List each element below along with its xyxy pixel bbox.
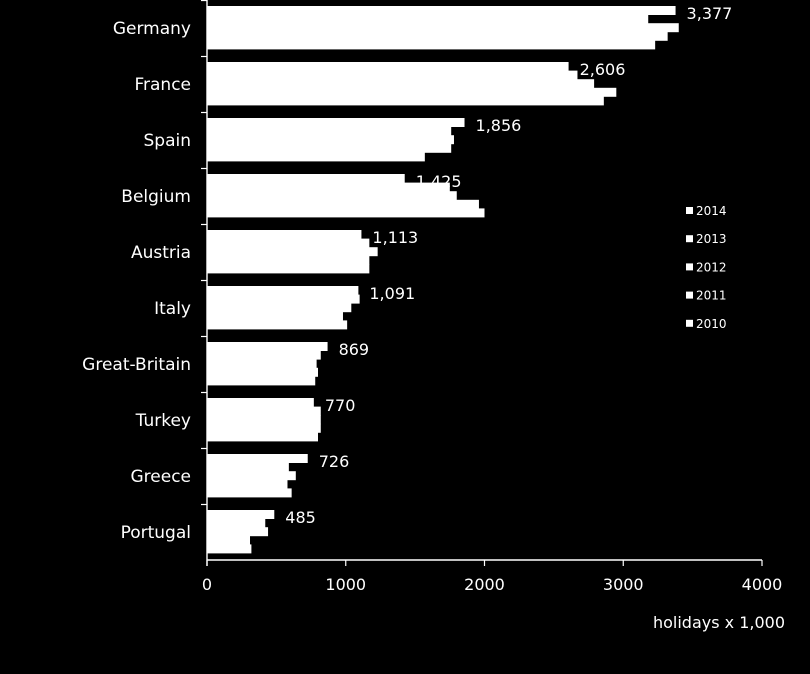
category-label-great-britain: Great-Britain <box>82 355 191 375</box>
bar-portugal-2014 <box>207 510 275 519</box>
bar-spain-2012 <box>207 135 454 145</box>
value-labels-group: 3,377 2,606 1,856 1,425 1,113 1,091 869 770 726 4… <box>285 4 732 527</box>
bar-italy-2011 <box>207 311 343 321</box>
bar-great-britain-2013 <box>207 350 321 360</box>
bar-spain-2010 <box>207 152 425 162</box>
x-tick-label: 0 <box>202 575 212 594</box>
value-label-germany: 3,377 <box>687 4 733 23</box>
bar-france-2011 <box>207 87 617 97</box>
category-label-italy: Italy <box>154 299 191 319</box>
value-label-france: 2,606 <box>580 60 626 79</box>
x-tick-label: 1000 <box>325 575 366 594</box>
legend-label-2010: 2010 <box>696 317 727 331</box>
bar-greece-2011 <box>207 479 288 489</box>
bar-portugal-2012 <box>207 527 269 537</box>
legend-swatch-2013 <box>686 235 693 243</box>
bar-austria-2014 <box>207 230 362 239</box>
bar-belgium-2013 <box>207 182 450 192</box>
bar-italy-2014 <box>207 286 359 295</box>
bar-portugal-2011 <box>207 535 251 545</box>
bar-france-2013 <box>207 70 578 80</box>
bar-turkey-2013 <box>207 406 321 416</box>
axes-group <box>201 0 763 566</box>
legend-swatch-2014 <box>686 207 693 214</box>
legend-label-2014: 2014 <box>696 204 727 218</box>
x-tick-label: 2000 <box>464 575 505 594</box>
legend-label-2011: 2011 <box>696 289 727 303</box>
bar-austria-2011 <box>207 255 370 265</box>
bar-germany-2012 <box>207 23 679 33</box>
bar-great-britain-2014 <box>207 342 328 351</box>
bar-greece-2013 <box>207 462 289 472</box>
bar-portugal-2013 <box>207 518 266 528</box>
x-axis-title: holidays x 1,000 <box>653 613 785 632</box>
value-label-spain: 1,856 <box>476 116 522 135</box>
bar-germany-2010 <box>207 40 656 50</box>
category-label-germany: Germany <box>113 19 191 39</box>
bar-spain-2014 <box>207 118 465 127</box>
bar-turkey-2010 <box>207 432 318 442</box>
bar-italy-2012 <box>207 303 352 313</box>
value-label-belgium: 1,425 <box>416 172 462 191</box>
bar-belgium-2014 <box>207 174 405 183</box>
bar-portugal-2010 <box>207 544 252 554</box>
bar-germany-2014 <box>207 6 676 15</box>
value-label-great-britain: 869 <box>339 340 370 359</box>
bar-austria-2010 <box>207 264 370 274</box>
bar-austria-2012 <box>207 247 378 257</box>
category-label-greece: Greece <box>130 467 191 487</box>
bar-austria-2013 <box>207 238 370 248</box>
category-label-turkey: Turkey <box>135 411 191 431</box>
value-label-greece: 726 <box>319 452 350 471</box>
bar-belgium-2011 <box>207 199 479 209</box>
bar-turkey-2014 <box>207 398 314 407</box>
category-label-austria: Austria <box>131 243 191 263</box>
bars-group <box>207 6 679 554</box>
bar-germany-2013 <box>207 14 649 24</box>
bar-spain-2011 <box>207 143 452 153</box>
bar-italy-2013 <box>207 294 360 304</box>
bar-germany-2011 <box>207 31 668 41</box>
bar-france-2010 <box>207 96 604 106</box>
bar-belgium-2012 <box>207 191 457 201</box>
category-label-belgium: Belgium <box>121 187 191 207</box>
x-tick-labels-group: 0 1000 2000 3000 4000 <box>202 575 782 594</box>
bar-greece-2010 <box>207 488 292 498</box>
legend-label-2013: 2013 <box>696 232 727 246</box>
legend-swatch-2012 <box>686 263 693 271</box>
bar-great-britain-2012 <box>207 359 317 369</box>
bar-greece-2012 <box>207 471 296 481</box>
legend-swatch-2010 <box>686 319 693 327</box>
bar-great-britain-2011 <box>207 367 318 377</box>
category-label-portugal: Portugal <box>121 523 191 543</box>
legend: 2014 2013 2012 2011 2010 <box>686 204 727 331</box>
x-tick-label: 3000 <box>603 575 644 594</box>
category-label-spain: Spain <box>144 131 192 151</box>
bar-great-britain-2010 <box>207 376 316 386</box>
value-label-austria: 1,113 <box>372 228 418 247</box>
category-label-france: France <box>134 75 191 95</box>
value-label-turkey: 770 <box>325 396 356 415</box>
value-label-italy: 1,091 <box>369 284 415 303</box>
bar-turkey-2011 <box>207 423 321 433</box>
bar-france-2012 <box>207 79 595 89</box>
legend-swatch-2011 <box>686 291 693 299</box>
bar-turkey-2012 <box>207 415 321 425</box>
bar-italy-2010 <box>207 320 348 330</box>
value-label-portugal: 485 <box>285 508 316 527</box>
legend-label-2012: 2012 <box>696 260 727 274</box>
bar-belgium-2010 <box>207 208 485 218</box>
x-tick-label: 4000 <box>742 575 783 594</box>
category-labels-group: Germany France Spain Belgium Austria Italy Gre… <box>82 19 191 543</box>
bar-greece-2014 <box>207 454 308 463</box>
bar-france-2014 <box>207 62 569 71</box>
bar-spain-2013 <box>207 126 452 136</box>
